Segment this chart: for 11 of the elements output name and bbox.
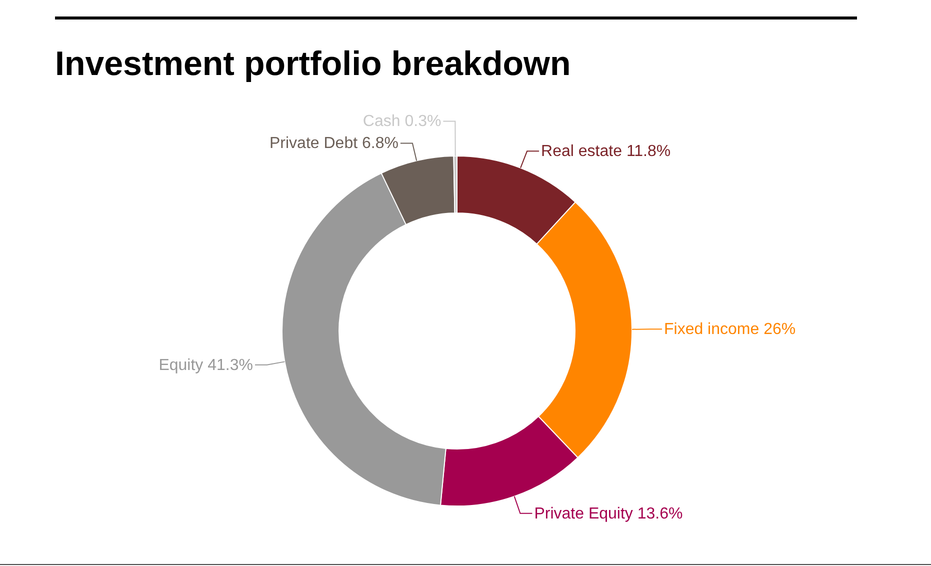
data-label: 6.8% xyxy=(362,135,398,152)
slice-label: Fixed income xyxy=(664,321,764,338)
data-label: 41.3% xyxy=(208,356,253,374)
data-label: 13.6% xyxy=(637,505,683,522)
slice-label: Private Equity xyxy=(534,505,638,522)
slice-label: Equity xyxy=(158,356,208,374)
chart-title: Investment portfolio breakdown xyxy=(55,45,571,83)
slice-label: Real estate xyxy=(541,143,626,160)
data-label: 26% xyxy=(764,321,796,338)
data-label: 11.8% xyxy=(626,143,671,160)
slice-label: Private Debt xyxy=(269,135,362,152)
